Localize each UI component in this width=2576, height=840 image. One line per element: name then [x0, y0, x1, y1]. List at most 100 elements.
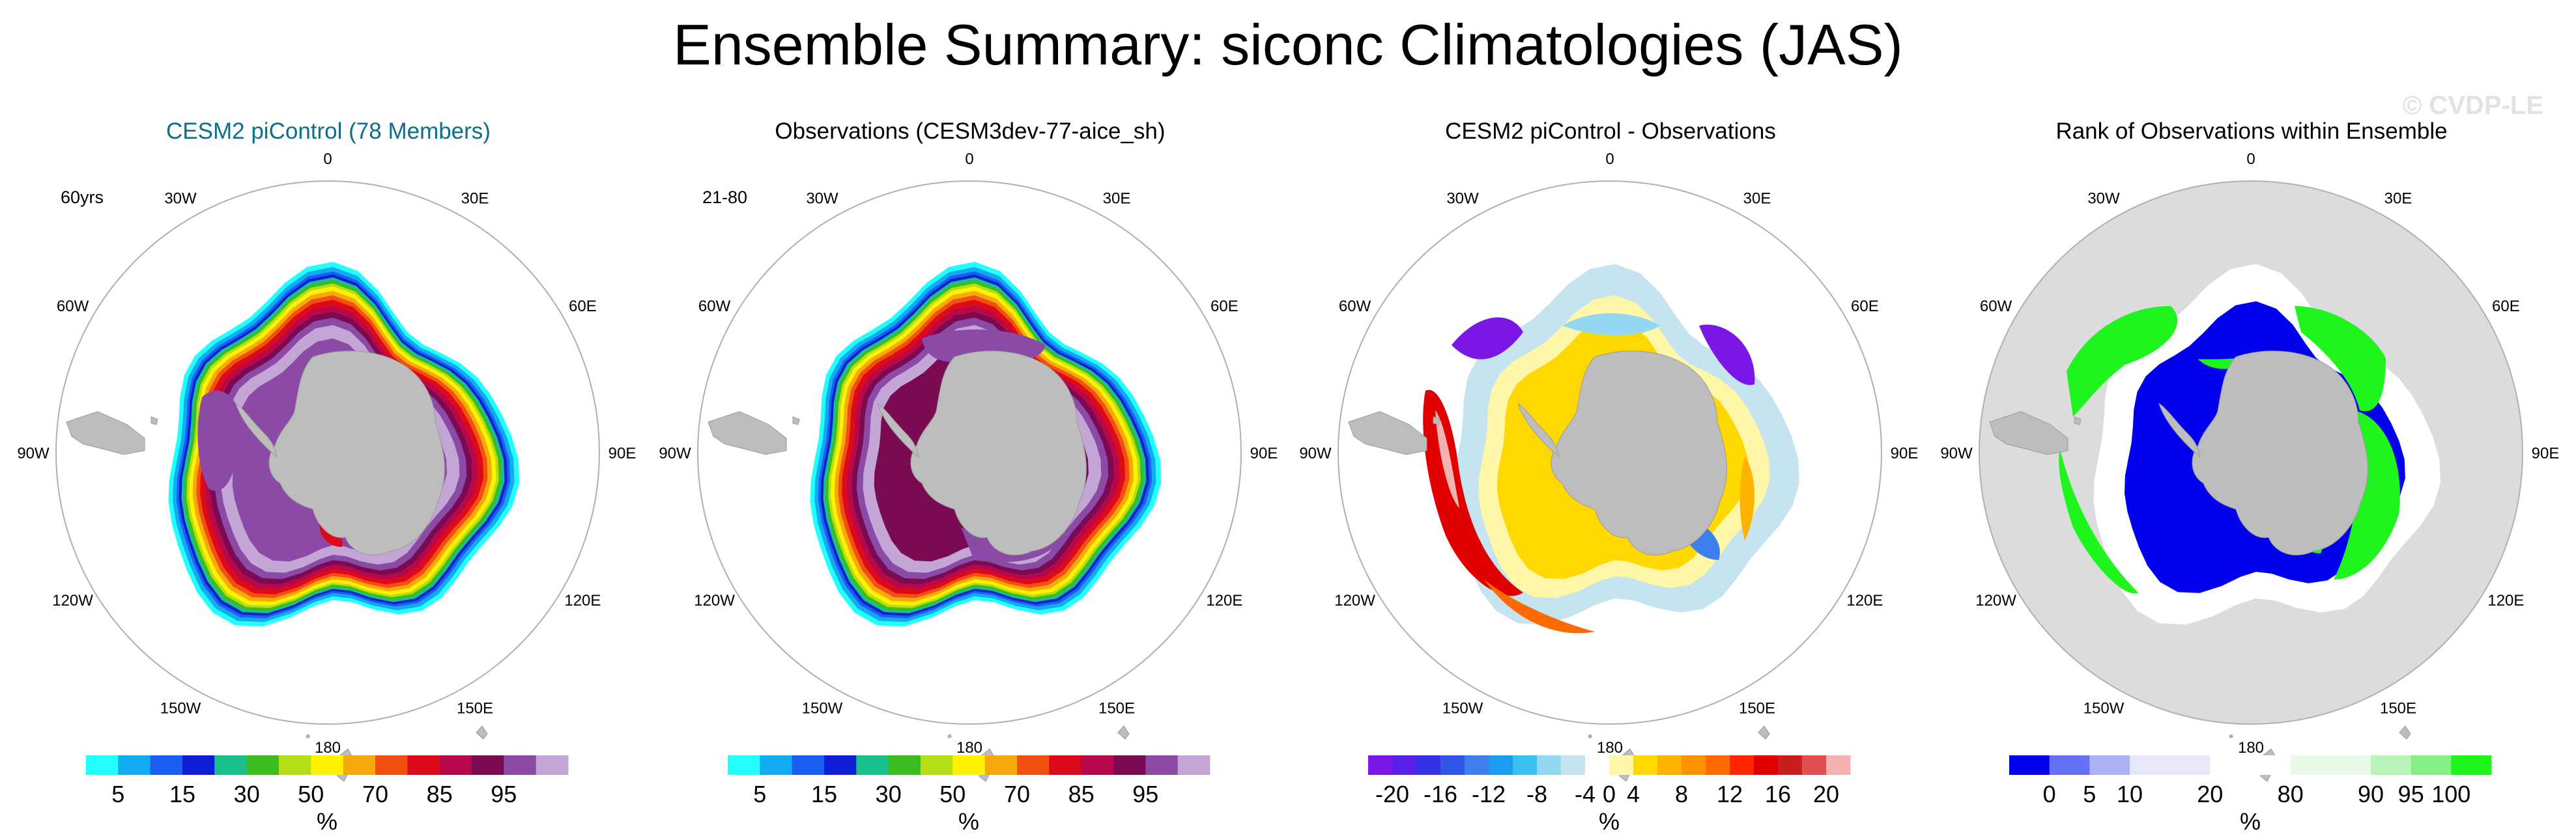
colorbar-tick-label: 0: [1603, 781, 1616, 807]
colorbar-swatch: [2290, 755, 2331, 775]
colorbar-swatch: [952, 755, 986, 775]
colorbar-swatch: [1049, 755, 1082, 775]
lon-label: 180: [315, 739, 341, 757]
antarctic-peninsula: [1517, 403, 1560, 458]
lon-label: 60E: [1210, 298, 1238, 315]
antarctica: [2192, 350, 2368, 555]
lon-label: 180: [2238, 739, 2264, 757]
colorbar-swatch: [2009, 755, 2050, 775]
figure-title: Ensemble Summary: siconc Climatologies (…: [673, 12, 1903, 77]
colorbar-swatch: [1585, 755, 1610, 775]
south-america: [708, 411, 787, 455]
lon-label: 60E: [569, 298, 597, 315]
watermark: © CVDP-LE: [2402, 91, 2543, 120]
macquarie-island: [306, 734, 310, 738]
colorbar-swatch: [888, 755, 921, 775]
lon-label: 120E: [564, 592, 601, 609]
lon-label: 30W: [1446, 190, 1479, 208]
lon-label: 150E: [1739, 699, 1775, 717]
colorbar-swatch: [86, 755, 119, 775]
colorbar-tick-label: -12: [1472, 781, 1506, 807]
lon-label: 90W: [1940, 445, 1973, 462]
colorbar-swatch: [2250, 755, 2291, 775]
colorbar-tick-label: -20: [1375, 781, 1409, 807]
lon-label: 0: [323, 150, 332, 168]
colorbar-swatch: [2451, 755, 2492, 775]
ice-patch: [197, 391, 241, 491]
lon-label: 90E: [1250, 445, 1278, 462]
colorbar-swatch: [1145, 755, 1179, 775]
lon-label: 30W: [806, 190, 838, 208]
lon-label: 120W: [1334, 592, 1375, 609]
colorbar-swatch: [1657, 755, 1682, 775]
colorbar-swatch: [311, 755, 344, 775]
macquarie-island: [947, 734, 952, 738]
colorbar-tick-label: -8: [1526, 781, 1547, 807]
colorbar-tick-label: 8: [1675, 781, 1688, 807]
colorbar-swatch: [1177, 755, 1210, 775]
colorbar-swatch: [1368, 755, 1393, 775]
colorbar-swatch: [1778, 755, 1803, 775]
lon-label: 60W: [1980, 298, 2012, 315]
polar-map: 0 30E 60E 90E 120E 150E 180 150W 120W 90W 60W 30W 5 1…: [659, 150, 1278, 835]
colorbar-tick-label: 50: [939, 781, 966, 807]
colorbar-swatch: [728, 755, 760, 775]
colorbar-swatch: [1682, 755, 1706, 775]
diff-anomaly: [1699, 324, 1755, 385]
lon-label: 120E: [2487, 592, 2524, 609]
lon-label: 150E: [457, 699, 493, 717]
colorbar-swatch: [246, 755, 279, 775]
panel-title: CESM2 piControl - Observations: [1445, 119, 1776, 144]
colorbar-tick-label: 100: [2431, 781, 2470, 807]
colorbar-swatch: [439, 755, 472, 775]
lon-label: 60W: [698, 298, 731, 315]
colorbar-swatch: [2411, 755, 2452, 775]
colorbar-swatch: [1754, 755, 1779, 775]
lon-label: 30E: [2384, 190, 2412, 208]
colorbar-swatch: [2049, 755, 2090, 775]
colorbar-swatch: [2210, 755, 2251, 775]
colorbar-unit: %: [958, 808, 979, 835]
polar-map: 0 30E 60E 90E 120E 150E 180 150W 120W 90W 60W 30W 0 5…: [1940, 150, 2559, 835]
diff-anomaly: [1562, 313, 1660, 335]
lon-label: 120E: [1206, 592, 1242, 609]
colorbar-swatch: [118, 755, 151, 775]
lon-label: 150E: [2380, 699, 2416, 717]
colorbar-swatch: [279, 755, 311, 775]
lon-label: 120W: [1975, 592, 2016, 609]
colorbar-swatch: [1017, 755, 1050, 775]
colorbar-swatch: [1465, 755, 1489, 775]
new-zealand-north: [1758, 725, 1770, 740]
macquarie-island: [1588, 734, 1592, 738]
colorbar-tick-label: 70: [1004, 781, 1030, 807]
colorbar-tick-label: 15: [169, 781, 195, 807]
lon-label: 30W: [164, 190, 197, 208]
colorbar-tick-label: 95: [491, 781, 517, 807]
colorbar-swatch: [1706, 755, 1730, 775]
lon-label: 30E: [1743, 190, 1771, 208]
antarctica: [268, 350, 445, 555]
diff-anomaly: [1423, 389, 1523, 596]
lon-label: 0: [965, 150, 973, 168]
colorbar-tick-label: 85: [427, 781, 453, 807]
diff-anomaly: [1739, 456, 1754, 540]
rank-green-region: [2334, 410, 2400, 580]
lon-label: 90E: [1891, 445, 1919, 462]
colorbar-swatch: [1633, 755, 1658, 775]
new-zealand-north: [1117, 725, 1130, 740]
antarctica: [910, 350, 1087, 555]
colorbar-tick-label: 0: [2043, 781, 2056, 807]
south-america: [1989, 411, 2068, 455]
colorbar-swatch: [856, 755, 889, 775]
diff-anomaly: [1452, 317, 1523, 359]
antarctic-peninsula: [877, 403, 919, 458]
panel-model: CESM2 piControl (78 Members) 60yrs 0 30E 6…: [7, 111, 650, 840]
colorbar-swatch: [1730, 755, 1754, 775]
colorbar-swatch: [1081, 755, 1114, 775]
lon-label: 0: [2246, 150, 2255, 168]
colorbar-swatch: [2169, 755, 2211, 775]
falklands: [1433, 416, 1440, 425]
south-america: [1348, 411, 1427, 455]
new-zealand-north: [476, 725, 488, 740]
lon-label: 60E: [1851, 298, 1879, 315]
